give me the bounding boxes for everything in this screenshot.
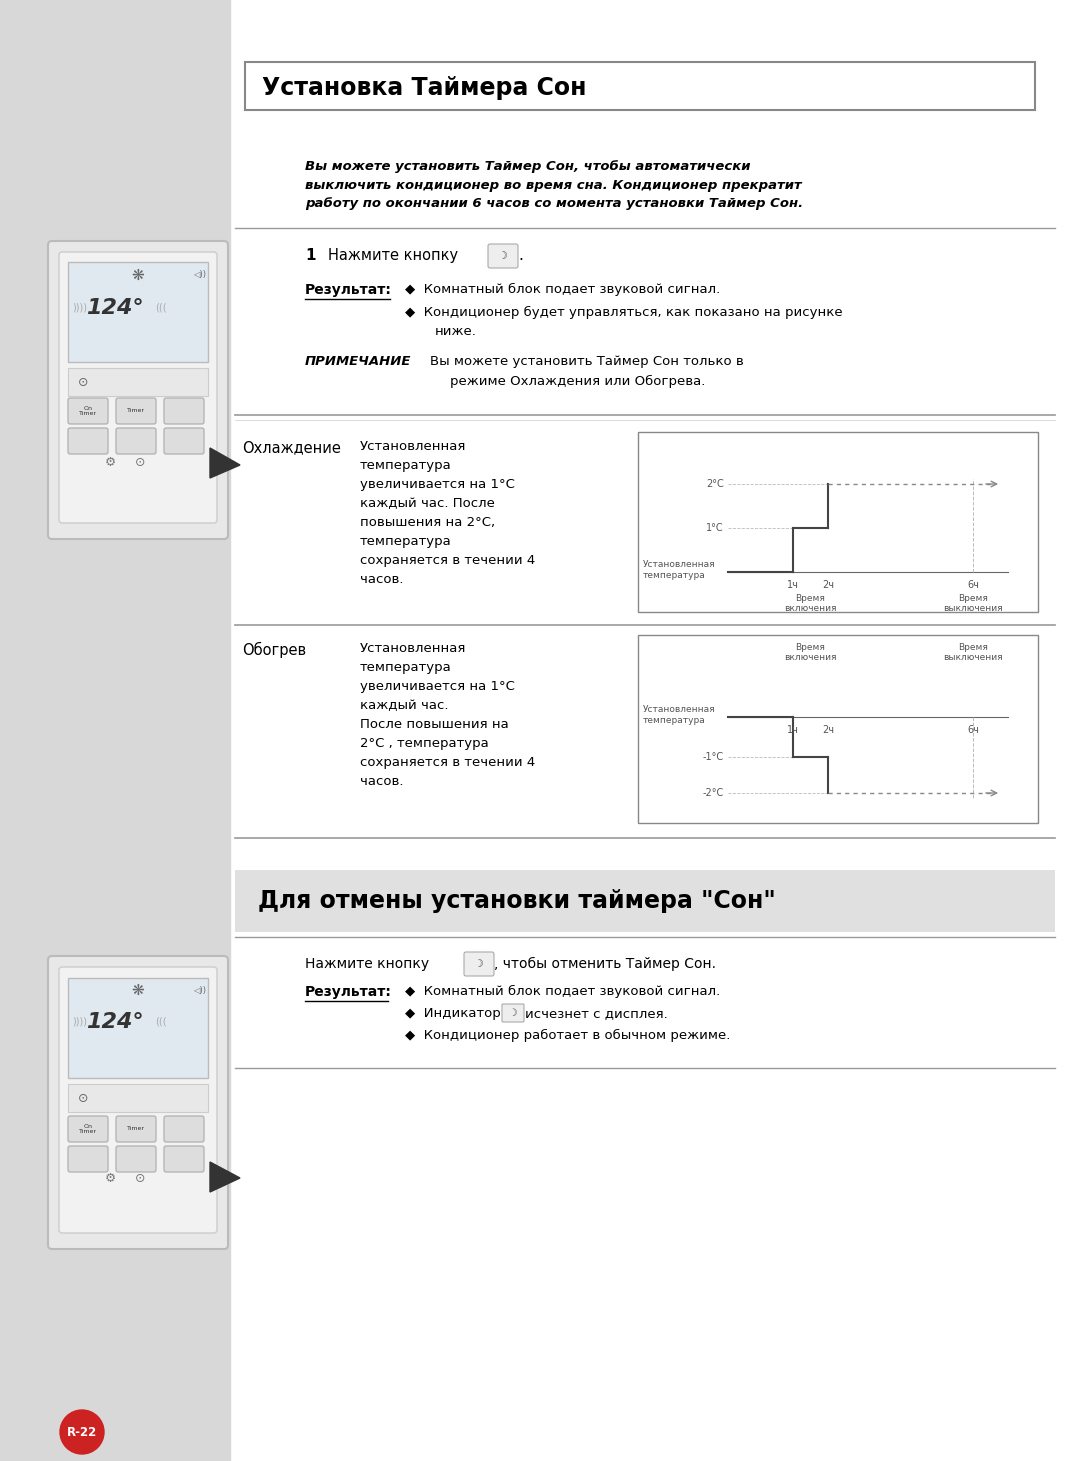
Text: Результат:: Результат: [305, 283, 392, 297]
FancyBboxPatch shape [48, 241, 228, 539]
Text: -2°С: -2°С [703, 787, 724, 798]
Bar [68, 977, 208, 1078]
Bar [245, 61, 1035, 110]
Text: Время
выключения: Время выключения [943, 643, 1003, 662]
Text: 1°С: 1°С [706, 523, 724, 533]
FancyBboxPatch shape [116, 428, 156, 454]
Text: 2°С: 2°С [706, 479, 724, 489]
Text: 1ч: 1ч [787, 725, 799, 735]
Bar [68, 368, 208, 396]
Text: Timer: Timer [127, 409, 145, 413]
Text: Нажмите кнопку: Нажмите кнопку [328, 248, 458, 263]
Text: ⚙: ⚙ [105, 456, 116, 469]
Text: ☽: ☽ [509, 1008, 517, 1018]
FancyBboxPatch shape [164, 428, 204, 454]
Text: , чтобы отменить Таймер Сон.: , чтобы отменить Таймер Сон. [494, 957, 716, 972]
Text: Установка Таймера Сон: Установка Таймера Сон [262, 76, 586, 99]
Text: ◆  Индикатор: ◆ Индикатор [405, 1007, 505, 1020]
Text: 124°: 124° [86, 298, 144, 318]
Text: ⊙: ⊙ [78, 375, 89, 389]
Text: Вы можете установить Таймер Сон только в: Вы можете установить Таймер Сон только в [430, 355, 744, 368]
Text: ПРИМЕЧАНИЕ: ПРИМЕЧАНИЕ [305, 355, 411, 368]
Text: (((: ((( [156, 1017, 166, 1027]
Text: ⊙: ⊙ [135, 456, 145, 469]
Text: On
Timer: On Timer [79, 406, 97, 416]
Text: 1: 1 [305, 248, 315, 263]
Text: Установленная
температура: Установленная температура [643, 560, 716, 580]
Text: On
Timer: On Timer [79, 1124, 97, 1134]
Polygon shape [210, 449, 240, 478]
Text: 1ч: 1ч [787, 580, 799, 590]
Bar [68, 262, 208, 362]
Bar [235, 869, 1055, 932]
Text: ❋: ❋ [132, 267, 145, 282]
Text: ◆  Кондиционер работает в обычном режиме.: ◆ Кондиционер работает в обычном режиме. [405, 1029, 730, 1042]
Text: ниже.: ниже. [435, 324, 477, 337]
Text: ◆  Комнатный блок подает звуковой сигнал.: ◆ Комнатный блок подает звуковой сигнал. [405, 985, 720, 998]
Text: )))): )))) [72, 302, 87, 313]
FancyBboxPatch shape [48, 955, 228, 1249]
FancyBboxPatch shape [164, 1116, 204, 1143]
Text: Время
включения: Время включения [784, 643, 836, 662]
Text: Время
выключения: Время выключения [943, 595, 1003, 614]
Text: ⚙: ⚙ [105, 1172, 116, 1185]
Circle shape [60, 1410, 104, 1454]
FancyBboxPatch shape [116, 397, 156, 424]
Text: 6ч: 6ч [967, 580, 978, 590]
FancyBboxPatch shape [164, 397, 204, 424]
Text: Обогрев: Обогрев [242, 641, 306, 657]
Text: Установленная
температура
увеличивается на 1°С
каждый час.
После повышения на
2°: Установленная температура увеличивается … [360, 641, 536, 787]
FancyBboxPatch shape [164, 1145, 204, 1172]
FancyBboxPatch shape [68, 1145, 108, 1172]
FancyBboxPatch shape [502, 1004, 524, 1023]
FancyBboxPatch shape [464, 953, 494, 976]
Text: Нажмите кнопку: Нажмите кнопку [305, 957, 429, 972]
FancyBboxPatch shape [68, 1116, 108, 1143]
Text: ◆  Комнатный блок подает звуковой сигнал.: ◆ Комнатный блок подает звуковой сигнал. [405, 283, 720, 297]
Text: 2ч: 2ч [822, 725, 834, 735]
Bar [0, 0, 230, 1461]
Text: R-22: R-22 [67, 1426, 97, 1439]
Text: Охлаждение: Охлаждение [242, 440, 341, 454]
FancyBboxPatch shape [59, 251, 217, 523]
Polygon shape [210, 1161, 240, 1192]
Bar [230, 0, 1080, 1461]
Text: Установленная
температура
увеличивается на 1°С
каждый час. После
повышения на 2°: Установленная температура увеличивается … [360, 440, 536, 586]
Text: ⊙: ⊙ [78, 1091, 89, 1105]
Text: 6ч: 6ч [967, 725, 978, 735]
Text: -1°С: -1°С [703, 752, 724, 763]
FancyBboxPatch shape [116, 1116, 156, 1143]
Text: Установленная
температура: Установленная температура [643, 706, 716, 725]
Text: )))): )))) [72, 1017, 87, 1027]
Text: ◁)): ◁)) [193, 986, 206, 995]
Bar [638, 432, 1038, 612]
Text: (((: ((( [156, 302, 166, 313]
Bar [638, 636, 1038, 823]
FancyBboxPatch shape [488, 244, 518, 267]
Text: Timer: Timer [127, 1126, 145, 1131]
FancyBboxPatch shape [116, 1145, 156, 1172]
Text: Для отмены установки таймера "Сон": Для отмены установки таймера "Сон" [258, 888, 775, 913]
Bar [68, 1084, 208, 1112]
Text: ❋: ❋ [132, 982, 145, 998]
Text: Вы можете установить Таймер Сон, чтобы автоматически
выключить кондиционер во вр: Вы можете установить Таймер Сон, чтобы а… [305, 161, 804, 210]
Text: .: . [518, 248, 523, 263]
Text: Результат:: Результат: [305, 985, 392, 999]
Text: 124°: 124° [86, 1012, 144, 1031]
Text: Время
включения: Время включения [784, 595, 836, 614]
Text: 2ч: 2ч [822, 580, 834, 590]
Text: исчезнет с дисплея.: исчезнет с дисплея. [525, 1007, 667, 1020]
FancyBboxPatch shape [68, 397, 108, 424]
Text: ☽: ☽ [498, 251, 508, 262]
Text: режиме Охлаждения или Обогрева.: режиме Охлаждения или Обогрева. [450, 375, 705, 389]
Text: ◁)): ◁)) [193, 270, 206, 279]
Text: ◆  Кондиционер будет управляться, как показано на рисунке: ◆ Кондиционер будет управляться, как пок… [405, 305, 842, 318]
FancyBboxPatch shape [68, 428, 108, 454]
FancyBboxPatch shape [59, 967, 217, 1233]
Text: ☽: ☽ [474, 958, 484, 969]
Text: ⊙: ⊙ [135, 1172, 145, 1185]
